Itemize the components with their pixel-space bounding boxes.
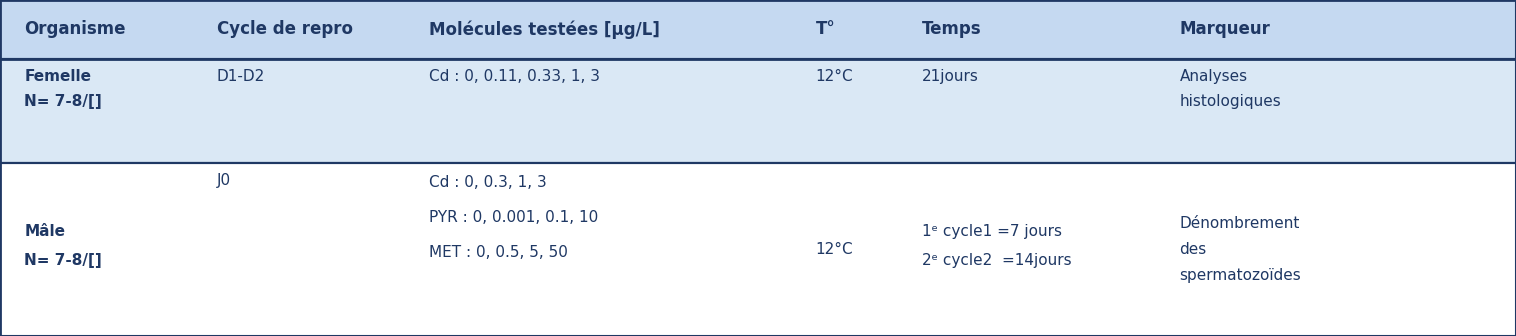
Text: Marqueur: Marqueur <box>1179 20 1270 38</box>
Text: Cycle de repro: Cycle de repro <box>217 20 353 38</box>
Text: PYR : 0, 0.001, 0.1, 10: PYR : 0, 0.001, 0.1, 10 <box>429 210 599 225</box>
Text: 12°C: 12°C <box>816 69 854 84</box>
Text: Mâle: Mâle <box>24 224 65 240</box>
Text: Cd : 0, 0.11, 0.33, 1, 3: Cd : 0, 0.11, 0.33, 1, 3 <box>429 69 600 84</box>
Text: N= 7-8/[]: N= 7-8/[] <box>24 94 102 109</box>
Text: 12°C: 12°C <box>816 242 854 257</box>
Text: D1-D2: D1-D2 <box>217 69 265 84</box>
FancyBboxPatch shape <box>0 0 1516 59</box>
Text: T°: T° <box>816 20 835 38</box>
Text: spermatozoïdes: spermatozoïdes <box>1179 268 1301 283</box>
Text: Dénombrement: Dénombrement <box>1179 216 1299 231</box>
Text: Analyses: Analyses <box>1179 69 1248 84</box>
Text: Temps: Temps <box>922 20 981 38</box>
Text: 21jours: 21jours <box>922 69 979 84</box>
Text: des: des <box>1179 242 1207 257</box>
Text: histologiques: histologiques <box>1179 94 1281 109</box>
Text: Organisme: Organisme <box>24 20 126 38</box>
Text: MET : 0, 0.5, 5, 50: MET : 0, 0.5, 5, 50 <box>429 245 568 260</box>
Text: 1ᵉ cycle1 =7 jours: 1ᵉ cycle1 =7 jours <box>922 224 1061 240</box>
Text: J0: J0 <box>217 173 230 188</box>
Text: Molécules testées [µg/L]: Molécules testées [µg/L] <box>429 20 659 39</box>
Text: N= 7-8/[]: N= 7-8/[] <box>24 253 102 268</box>
FancyBboxPatch shape <box>0 59 1516 163</box>
FancyBboxPatch shape <box>0 163 1516 336</box>
Text: Cd : 0, 0.3, 1, 3: Cd : 0, 0.3, 1, 3 <box>429 175 547 190</box>
Text: 2ᵉ cycle2  =14jours: 2ᵉ cycle2 =14jours <box>922 253 1072 268</box>
Text: Femelle: Femelle <box>24 69 91 84</box>
